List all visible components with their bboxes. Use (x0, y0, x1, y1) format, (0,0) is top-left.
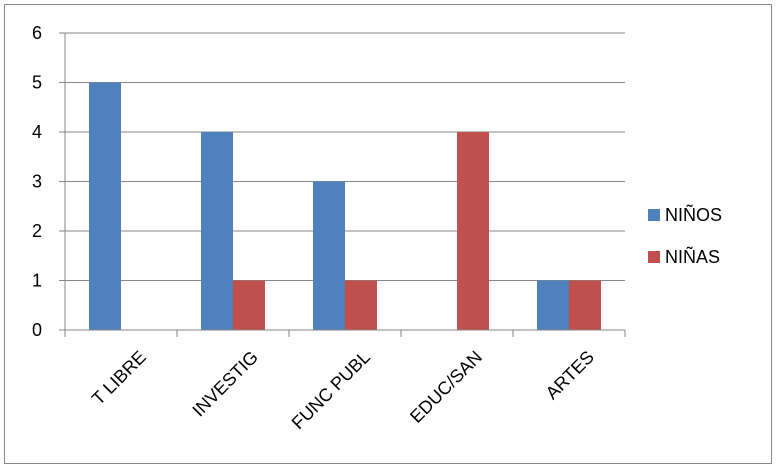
bar-ninas-4 (569, 280, 601, 330)
legend: NIÑOS NIÑAS (648, 204, 722, 267)
bar-ninos-1 (201, 132, 233, 330)
legend-swatch-ninas (648, 251, 660, 263)
legend-label-ninos: NIÑOS (665, 204, 722, 225)
legend-swatch-ninos (648, 209, 660, 221)
x-tick-label: EDUC/SAN (406, 347, 486, 427)
x-tick-label: INVESTIG (188, 347, 262, 421)
y-tick-label: 2 (32, 221, 42, 241)
chart-frame (4, 4, 772, 464)
y-tick-label: 3 (32, 172, 42, 192)
x-tick-label: ARTES (542, 347, 598, 403)
bar-ninas-1 (233, 280, 265, 330)
gridlines (65, 32, 625, 281)
bar-ninas-2 (345, 280, 377, 330)
y-tick-label: 4 (32, 122, 42, 142)
bar-ninas-3 (457, 132, 489, 330)
x-tick-label: FUNC PUBL (288, 347, 374, 433)
bar-ninos-2 (313, 181, 345, 330)
legend-label-ninas: NIÑAS (665, 246, 720, 267)
x-tick-label: T LIBRE (88, 347, 150, 409)
y-tick-label: 0 (32, 320, 42, 340)
bar-ninos-0 (89, 82, 121, 330)
y-tick-label: 6 (32, 23, 42, 43)
bar-ninos-4 (537, 280, 569, 330)
y-tick-label: 5 (32, 73, 42, 93)
bars (89, 82, 601, 330)
y-tick-label: 1 (32, 271, 42, 291)
